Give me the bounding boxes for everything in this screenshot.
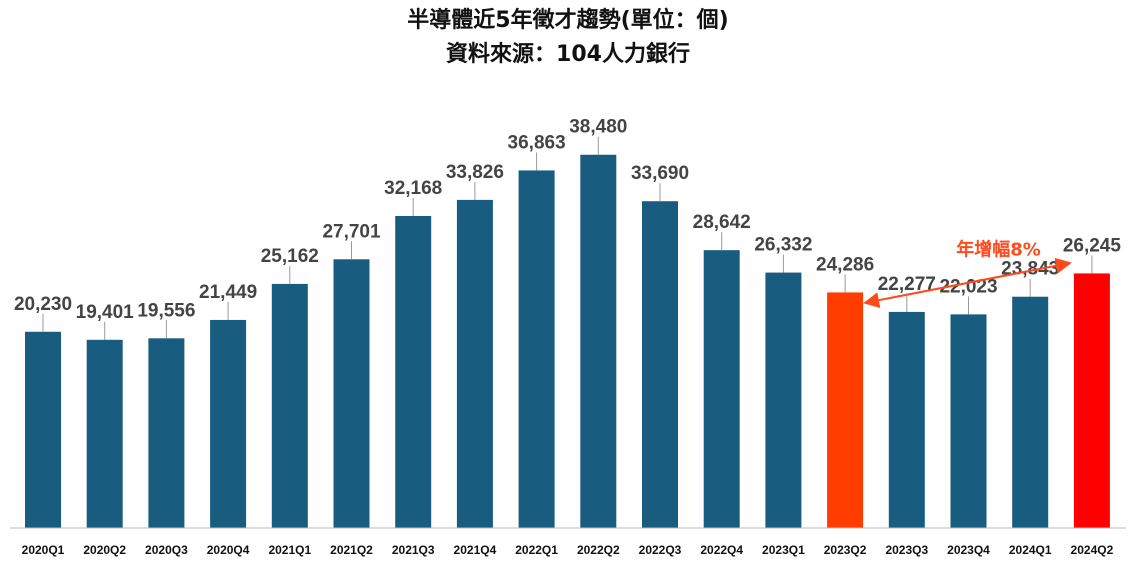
bar-2023q2 <box>827 292 864 528</box>
category-label-2023q2: 2023Q2 <box>824 543 867 557</box>
chart-title: 半導體近5年徵才趨勢(單位：個) <box>407 8 729 33</box>
category-label-2024q1: 2024Q1 <box>1009 543 1052 557</box>
bar-2020q1 <box>25 331 61 528</box>
bar-2023q4 <box>950 314 987 528</box>
value-label-2021q1: 25,162 <box>261 246 319 267</box>
category-label-2020q1: 2020Q1 <box>22 543 65 557</box>
value-label-2020q4: 21,449 <box>199 282 257 303</box>
value-label-2024q2: 26,245 <box>1063 235 1122 256</box>
value-label-2020q1: 20,230 <box>14 294 72 315</box>
bar-2022q2 <box>580 154 617 528</box>
category-label-2022q4: 2022Q4 <box>700 543 743 557</box>
category-labels-group: 2020Q1 2020Q2 2020Q3 2020Q4 2021Q1 2021Q2 2021… <box>22 543 1114 557</box>
bar-2020q2 <box>86 339 123 528</box>
category-label-2021q4: 2021Q4 <box>454 543 497 557</box>
bar-2021q1 <box>271 283 308 528</box>
value-label-2022q3: 33,690 <box>631 163 689 184</box>
category-label-2023q1: 2023Q1 <box>762 543 805 557</box>
bar-2022q4 <box>703 250 740 528</box>
value-label-2023q2: 24,286 <box>816 254 874 275</box>
category-label-2020q4: 2020Q4 <box>207 543 250 557</box>
value-label-2023q1: 26,332 <box>754 235 812 256</box>
bar-2022q1 <box>518 170 555 528</box>
bar-2020q3 <box>148 338 185 528</box>
category-label-2022q3: 2022Q3 <box>639 543 682 557</box>
category-label-2020q2: 2020Q2 <box>83 543 126 557</box>
chart-title-block: 半導體近5年徵才趨勢(單位：個) 資料來源：104人力銀行 <box>0 4 1136 72</box>
growth-annotation: 年增幅8% <box>956 238 1041 260</box>
value-label-2024q1: 23,843 <box>1001 259 1059 280</box>
value-label-2020q3: 19,556 <box>137 300 195 321</box>
bar-2022q3 <box>642 201 678 528</box>
chart-subtitle: 資料來源：104人力銀行 <box>446 42 690 67</box>
category-label-2021q3: 2021Q3 <box>392 543 435 557</box>
bar-2023q1 <box>765 272 802 528</box>
bar-2021q2 <box>333 259 370 528</box>
bars-group <box>25 154 1110 528</box>
bar-2024q1 <box>1012 296 1049 528</box>
value-label-2020q2: 19,401 <box>76 302 135 323</box>
bar-2024q2 <box>1073 273 1110 528</box>
bar-2021q4 <box>456 199 493 528</box>
growth-arrow <box>863 257 1072 308</box>
value-label-2021q3: 32,168 <box>384 178 442 199</box>
bar-2023q3 <box>888 311 925 528</box>
category-label-2022q2: 2022Q2 <box>577 543 620 557</box>
value-label-2022q2: 38,480 <box>569 117 627 138</box>
value-label-2021q2: 27,701 <box>322 221 381 242</box>
value-label-2022q4: 28,642 <box>693 212 751 233</box>
bar-2020q4 <box>210 319 247 528</box>
category-label-2023q3: 2023Q3 <box>885 543 928 557</box>
bar-2021q3 <box>395 215 432 528</box>
category-label-2020q3: 2020Q3 <box>145 543 188 557</box>
category-label-2021q1: 2021Q1 <box>268 543 311 557</box>
value-label-2022q1: 36,863 <box>508 132 566 153</box>
category-label-2024q2: 2024Q2 <box>1071 543 1114 557</box>
category-label-2021q2: 2021Q2 <box>330 543 373 557</box>
category-label-2022q1: 2022Q1 <box>515 543 558 557</box>
category-label-2023q4: 2023Q4 <box>947 543 990 557</box>
value-label-2021q4: 33,826 <box>446 162 504 183</box>
